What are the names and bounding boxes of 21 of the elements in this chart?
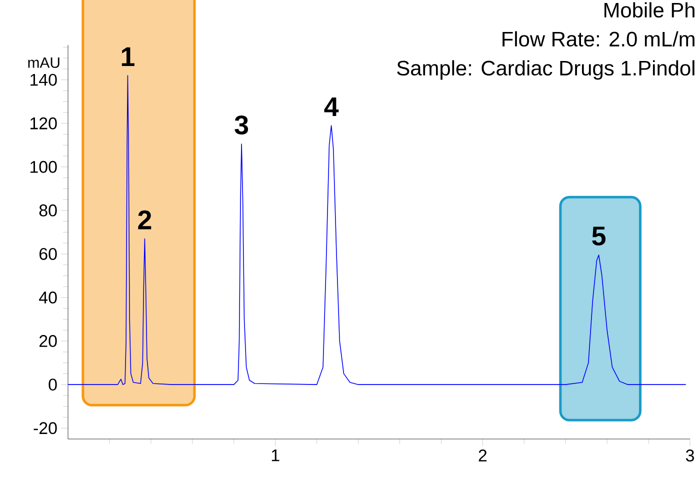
y-tick-label: 20 (40, 335, 57, 348)
y-tick-label: 60 (40, 248, 57, 260)
y-tick-label: 140 (30, 74, 57, 86)
x-tick-label: 2 (478, 450, 487, 462)
y-tick-label: 120 (30, 117, 57, 130)
annotation: Flow Rate: 2.0 mL/m (502, 31, 694, 47)
y-tick-label: 100 (30, 160, 57, 173)
y-tick-label: 40 (39, 292, 57, 304)
y-tick-label: 80 (39, 204, 57, 216)
annotation: 2 (138, 210, 152, 230)
y-tick-label: -20 (34, 422, 57, 434)
annotation: 3 (234, 115, 248, 135)
y-tick-label: 0 (48, 378, 57, 391)
annotation: Sample: Cardiac Drugs 1.Pindol (397, 60, 694, 80)
x-tick-label: 3 (686, 450, 694, 462)
text: Mobile Ph (604, 2, 694, 18)
annotation: 5 (592, 226, 606, 246)
annotation: 1 (122, 47, 134, 66)
x-tick-label: 1 (272, 450, 280, 462)
annotation: 4 (324, 98, 339, 116)
y-axis-title: mAU (28, 58, 60, 68)
